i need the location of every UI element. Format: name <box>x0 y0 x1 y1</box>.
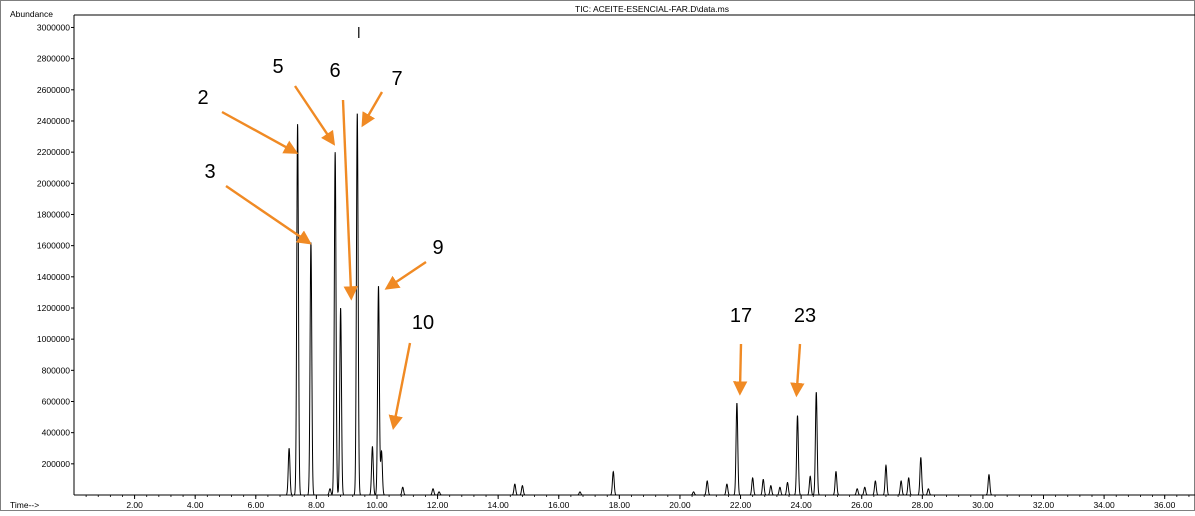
x-tick-label: 2.00 <box>126 500 143 510</box>
y-tick-label: 2000000 <box>37 178 70 188</box>
y-tick-label: 400000 <box>42 428 71 438</box>
peak-annotation-arrow <box>388 262 426 288</box>
x-tick-label: 4.00 <box>187 500 204 510</box>
x-tick-label: 28.00 <box>912 500 934 510</box>
y-tick-label: 1000000 <box>37 334 70 344</box>
x-tick-label: 18.00 <box>609 500 631 510</box>
x-tick-label: 6.00 <box>248 500 265 510</box>
x-tick-label: 34.00 <box>1093 500 1115 510</box>
y-tick-label: 1200000 <box>37 303 70 313</box>
x-tick-label: 12.00 <box>427 500 449 510</box>
x-tick-label: 8.00 <box>308 500 325 510</box>
y-axis-label: Abundance <box>10 9 53 19</box>
peak-annotation-label: 7 <box>391 68 402 90</box>
y-tick-label: 600000 <box>42 396 71 406</box>
peak-annotation-arrow <box>226 186 309 243</box>
x-tick-label: 14.00 <box>488 500 510 510</box>
x-tick-label: 32.00 <box>1033 500 1055 510</box>
peak-annotation-label: 3 <box>204 161 215 183</box>
x-tick-label: 10.00 <box>366 500 388 510</box>
x-tick-label: 20.00 <box>669 500 691 510</box>
peak-annotation-label: 9 <box>432 237 443 259</box>
chart-title: TIC: ACEITE-ESENCIAL-FAR.D\data.ms <box>575 4 729 14</box>
y-tick-label: 2200000 <box>37 147 70 157</box>
peak-annotation-label: 2 <box>197 87 208 109</box>
peak-annotation-arrow <box>394 343 410 426</box>
peak-annotation-label: 17 <box>730 305 752 327</box>
peak-annotation-arrow <box>797 344 800 394</box>
y-tick-label: 2600000 <box>37 85 70 95</box>
x-tick-label: 36.00 <box>1154 500 1176 510</box>
peak-annotation-label: 10 <box>412 312 434 334</box>
y-tick-label: 1600000 <box>37 241 70 251</box>
y-tick-label: 1400000 <box>37 272 70 282</box>
tic-trace <box>274 114 1180 495</box>
trace-layer <box>274 113 1180 495</box>
peak-annotation-label: 23 <box>794 305 816 327</box>
x-axis-label: Time--> <box>10 500 39 510</box>
axis-layer: 200000 400000 600000 800000 1000000 1200000 14… <box>37 22 1189 510</box>
peak-annotation-arrow <box>295 86 333 143</box>
x-tick-label: 22.00 <box>730 500 752 510</box>
x-tick-label: 24.00 <box>790 500 812 510</box>
y-tick-label: 3000000 <box>37 22 70 32</box>
peak-annotation-arrow <box>363 92 382 124</box>
peak-annotation-arrow <box>222 112 295 152</box>
y-tick-label: 2800000 <box>37 54 70 64</box>
y-tick-label: 800000 <box>42 365 71 375</box>
peak-annotation-label: 6 <box>329 60 340 82</box>
peak-annotation-arrow <box>740 344 741 392</box>
x-tick-label: 30.00 <box>972 500 994 510</box>
y-tick-label: 200000 <box>42 459 71 469</box>
x-tick-label: 16.00 <box>548 500 570 510</box>
peak-annotation-label: 5 <box>272 56 283 78</box>
peak-annotation-arrow <box>343 100 351 297</box>
x-tick-label: 26.00 <box>851 500 873 510</box>
y-tick-label: 1800000 <box>37 209 70 219</box>
y-tick-label: 2400000 <box>37 116 70 126</box>
